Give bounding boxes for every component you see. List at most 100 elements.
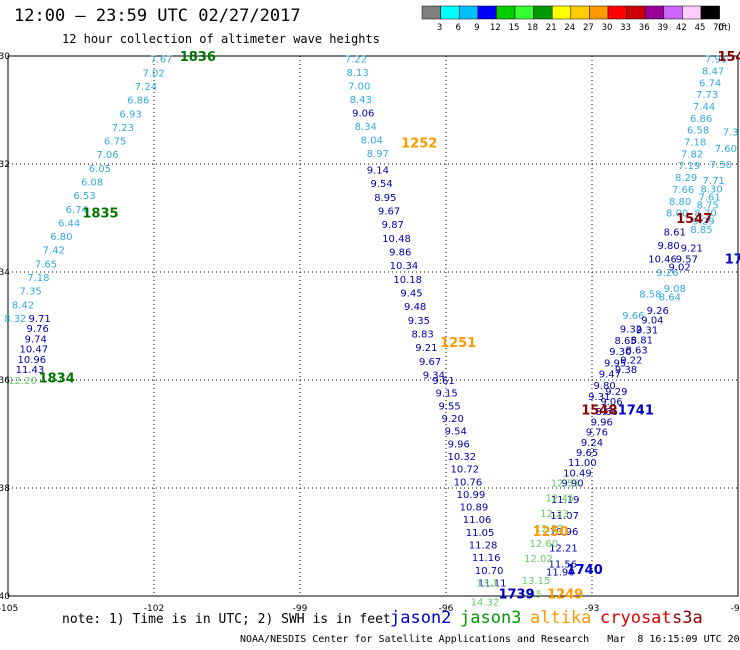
- wave-height-value: 11.00: [568, 458, 597, 469]
- wave-height-value: 9.35: [408, 316, 430, 327]
- wave-height-value: 9.90: [561, 479, 583, 490]
- colorbar-swatch: [440, 5, 460, 20]
- wave-height-value: 11.06: [463, 515, 492, 526]
- colorbar-tick-label: 36: [639, 23, 650, 33]
- wave-height-value: 8.85: [690, 225, 712, 236]
- time-labels: 1836 1835 1834 1252 1251 1250 1249 1546 1547 1548…: [39, 50, 740, 602]
- wave-height-value: 10.96: [550, 527, 579, 538]
- wave-height-value: 10.34: [390, 261, 419, 272]
- wave-height-value: 9.29: [605, 387, 627, 398]
- wave-height-value: 10.76: [454, 477, 483, 488]
- legend-s3a: s3a: [672, 608, 703, 628]
- wave-height-value: 8.00: [666, 209, 688, 220]
- wave-height-value: 9.71: [29, 314, 51, 325]
- colorbar-unit: (ft): [718, 23, 731, 33]
- time-label: 1742: [725, 253, 740, 268]
- x-tick-label: -90: [731, 604, 740, 614]
- wave-height-value: 12.02: [524, 554, 553, 565]
- wave-height-value: 9.06: [600, 397, 622, 408]
- y-tick-label: -40: [0, 592, 10, 602]
- map-plot: -105 -102 -99 -96 -93 -90 -30 -32 -34 -36 -38 -40 7…: [0, 50, 740, 614]
- time-label: 1249: [547, 587, 583, 602]
- wave-height-value: 6.74: [699, 78, 721, 89]
- wave-height-value: 10.89: [460, 503, 489, 514]
- colorbar-tick-label: 15: [509, 23, 520, 33]
- colorbar-tick-label: 21: [546, 23, 557, 33]
- wave-height-value: 9.54: [370, 179, 392, 190]
- time-label: 1741: [618, 404, 654, 419]
- time-label: 1548: [581, 404, 617, 419]
- wave-height-value: 8.80: [669, 197, 691, 208]
- colorbar-tick-label: 39: [657, 23, 668, 33]
- y-tick-label: -36: [0, 376, 10, 386]
- colorbar-swatch: [533, 5, 553, 20]
- wave-height-value: 9.15: [435, 389, 457, 400]
- axis-tick-labels: -105 -102 -99 -96 -93 -90 -30 -32 -34 -36 -38 -40: [0, 52, 740, 614]
- wave-height-value: 9.61: [432, 376, 454, 387]
- wave-height-value: 8.61: [664, 228, 686, 239]
- time-label: 1250: [533, 525, 569, 540]
- wave-height-value: 6.58: [687, 126, 709, 137]
- wave-height-value: 8.43: [350, 95, 372, 106]
- wave-height-value: 8.70: [694, 209, 716, 220]
- wave-height-value: 10.47: [19, 345, 48, 356]
- colorbar-swatch: [682, 5, 702, 20]
- colorbar-swatch: [458, 5, 479, 20]
- wave-height-value: 7.71: [703, 176, 725, 187]
- colorbar-tick-label: 33: [620, 23, 631, 33]
- wave-height-value: 9.67: [419, 357, 441, 368]
- time-label: 1835: [82, 207, 118, 222]
- plot-frame: [7, 55, 739, 597]
- colorbar-tick-label: 6: [455, 23, 460, 33]
- wave-height-value: 7.23: [112, 123, 134, 134]
- legend-cryosat: cryosat: [600, 608, 672, 628]
- wave-height-value: 9.80: [593, 381, 615, 392]
- colorbar-tick-label: 3: [437, 23, 442, 33]
- wave-height-value: 9.21: [681, 244, 703, 255]
- wave-height-value: 9.26: [656, 268, 678, 279]
- wave-height-value: 12.60: [529, 539, 558, 550]
- colorbar-tick-label: 24: [564, 23, 575, 33]
- wave-height-value: 9.65: [576, 448, 598, 459]
- wave-height-value: 6.05: [89, 164, 111, 175]
- wave-height-value: 8.66: [595, 407, 617, 418]
- colorbar-swatch: [514, 5, 534, 20]
- wave-height-value: 7.44: [693, 102, 715, 113]
- wave-height-value: 8.95: [374, 193, 396, 204]
- colorbar-swatch: [570, 5, 590, 20]
- time-label: 1740: [567, 563, 603, 578]
- wave-height-value: 7.19: [678, 161, 700, 172]
- wave-height-value: 9.38: [615, 365, 637, 376]
- wave-height-value: 8.29: [675, 173, 697, 184]
- wave-height-value: 12.21: [549, 543, 578, 554]
- x-tick-label: -99: [293, 604, 308, 614]
- wave-height-value: 9.14: [367, 165, 389, 176]
- wave-height-value: 10.46: [648, 255, 677, 266]
- wave-height-value: 11.56: [548, 560, 577, 571]
- wave-height-value: 9.48: [404, 302, 426, 313]
- wave-height-value: 8.47: [702, 67, 724, 78]
- wave-height-value: 11.19: [551, 495, 580, 506]
- wave-height-value: 8.65: [615, 336, 637, 347]
- wave-height-value: 8.64: [659, 292, 681, 303]
- wave-height-value: 7.3: [723, 128, 739, 139]
- wave-height-value: 11.16: [472, 553, 501, 564]
- wave-height-value: 7.06: [96, 150, 118, 161]
- wave-height-value: 9.96: [448, 439, 470, 450]
- wave-height-value: 7.60: [715, 144, 737, 155]
- colorbar: 3 6 9 12 15 18 21 24 27 30 33 36 39 42 45 70(ft): [421, 5, 731, 33]
- time-label: 1547: [676, 212, 712, 227]
- time-label: 1546: [717, 50, 740, 65]
- wave-height-value: 7.66: [672, 185, 694, 196]
- colorbar-tick-label: 70: [713, 23, 724, 33]
- wave-height-value: 9.95: [604, 358, 626, 369]
- wave-height-value: 8.32: [4, 314, 26, 325]
- wave-height-value: 6.86: [127, 96, 149, 107]
- wave-height-value: 9.54: [445, 427, 467, 438]
- wave-height-value: 6.86: [690, 114, 712, 125]
- wave-height-value: 8.30: [701, 184, 723, 195]
- wave-height-value: 9.86: [389, 247, 411, 258]
- colorbar-tick-label: 42: [676, 23, 687, 33]
- wave-height-value: 8.81: [631, 336, 653, 347]
- wave-height-value: 8.75: [696, 201, 718, 212]
